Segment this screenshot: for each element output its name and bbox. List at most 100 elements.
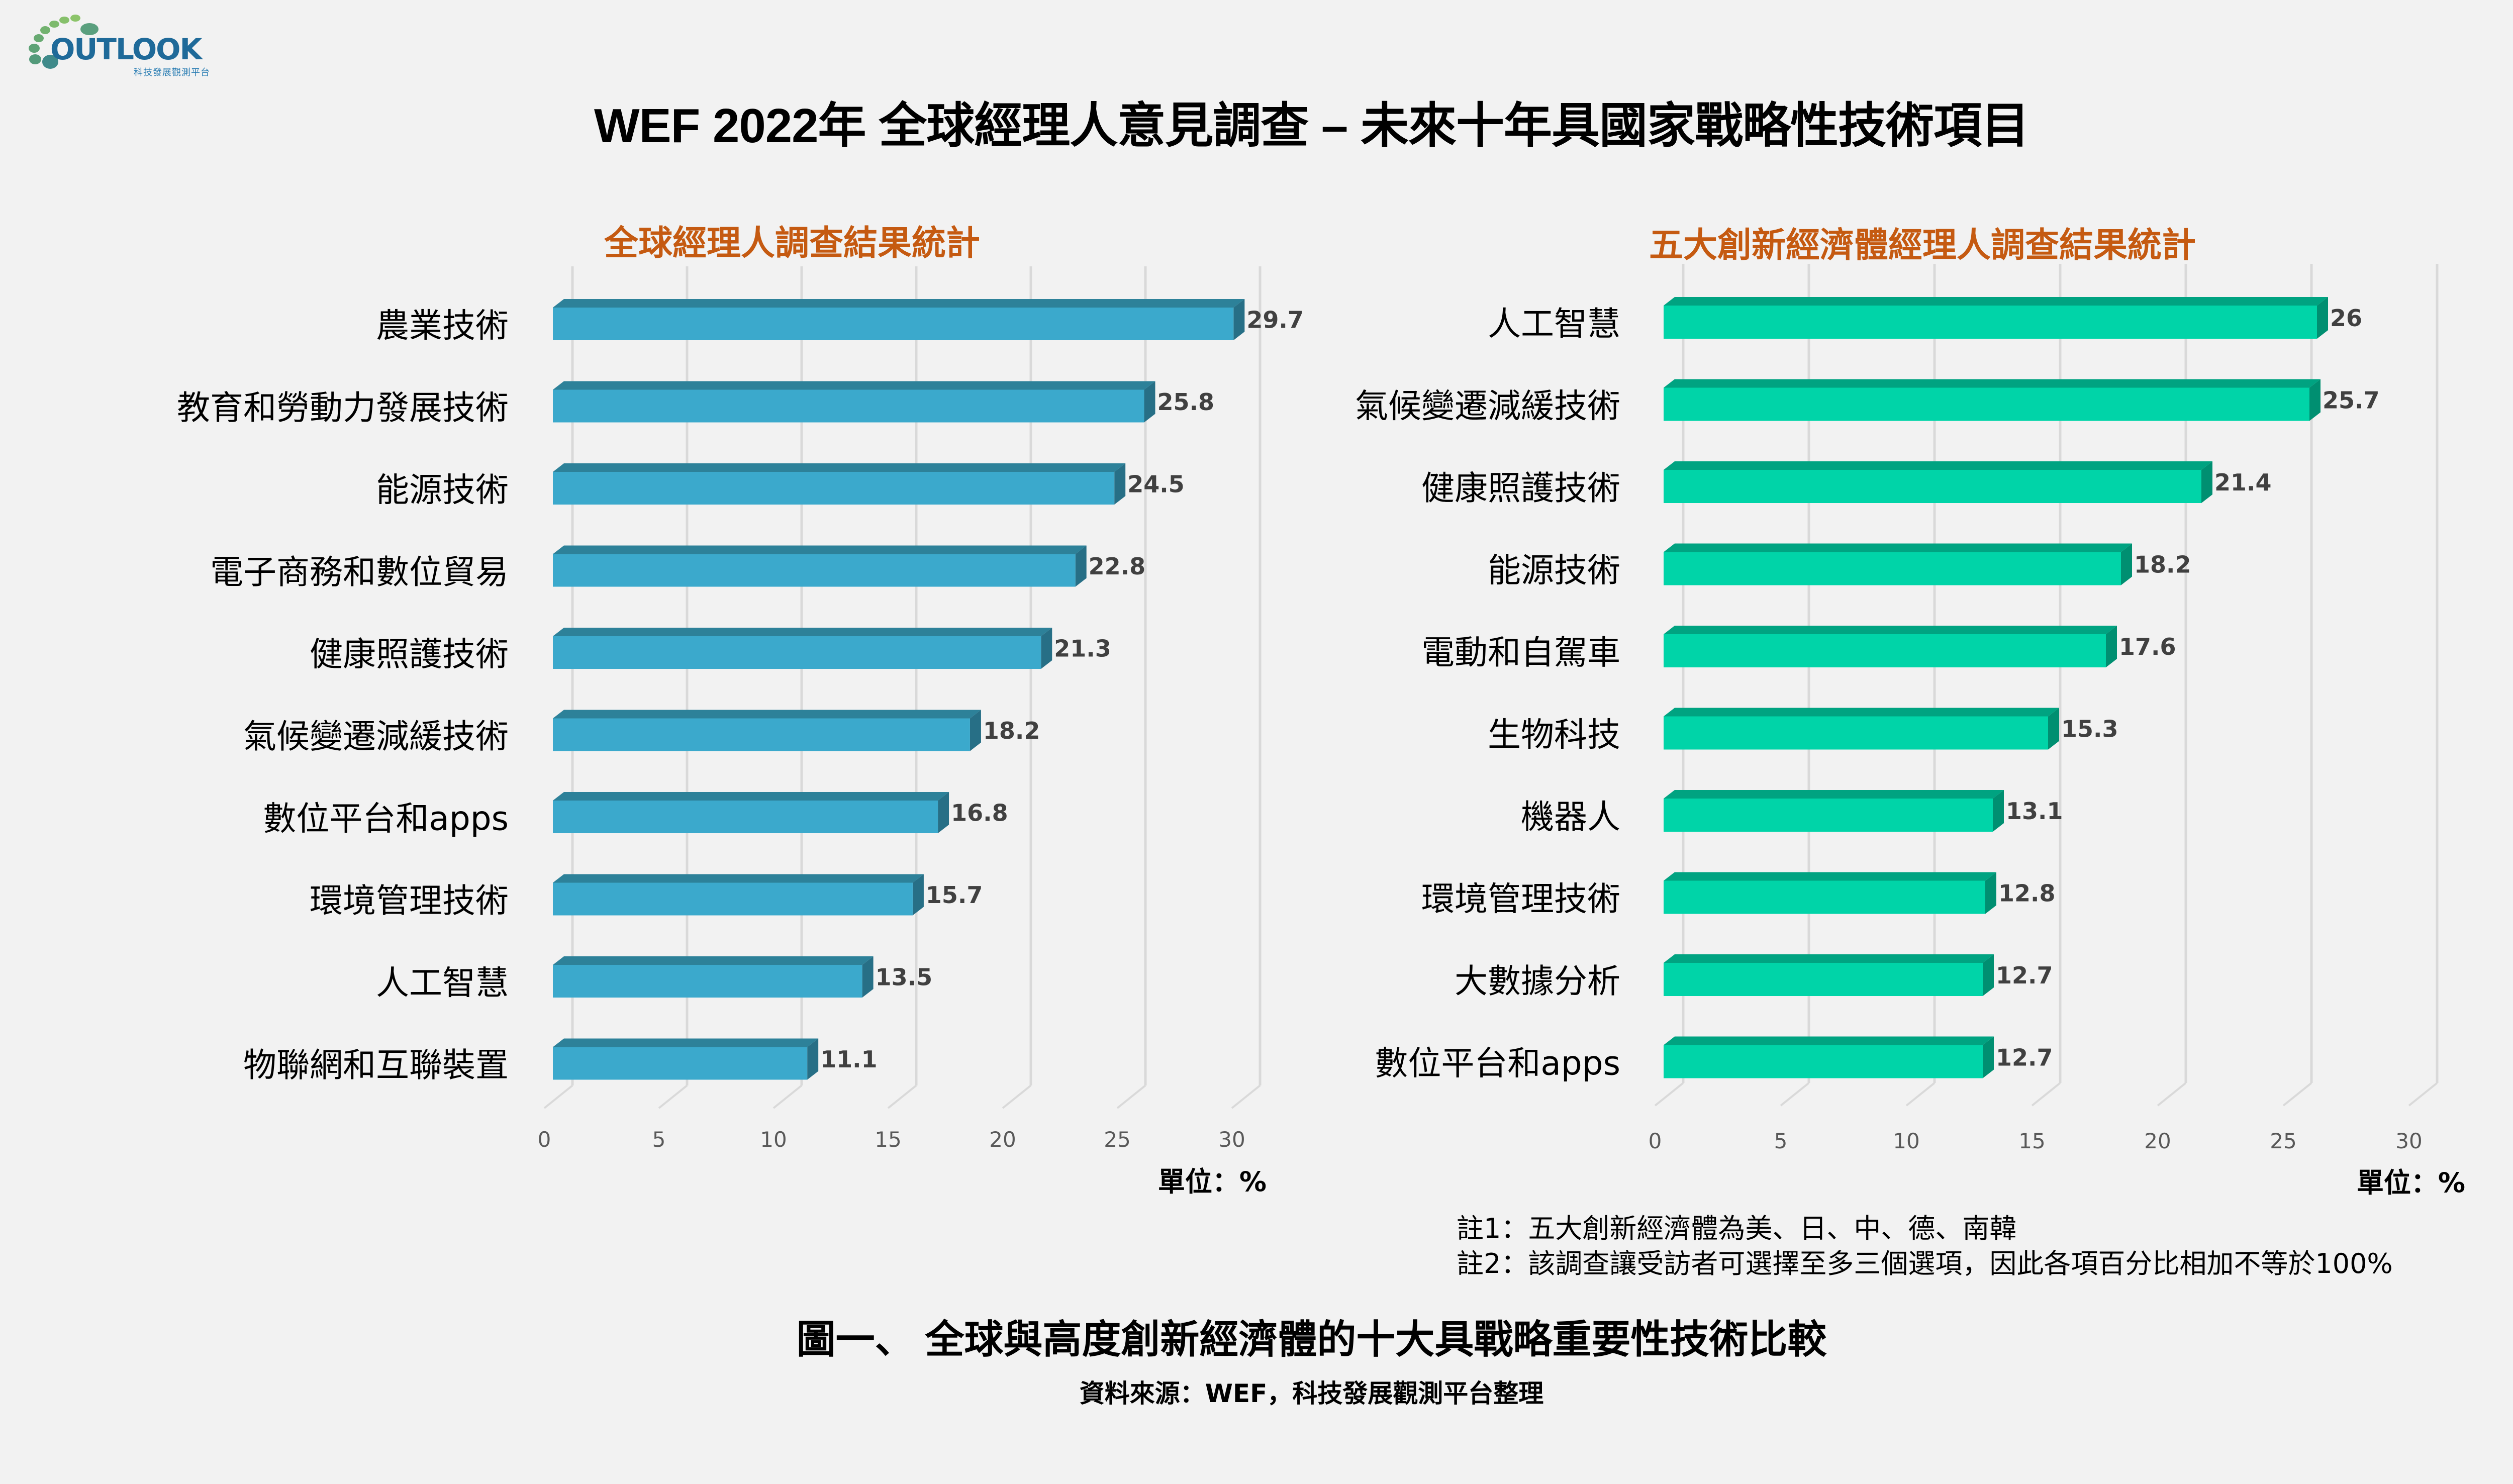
- bar-front-face: [553, 882, 913, 916]
- bar-front-face: [553, 965, 862, 998]
- category-label: 氣候變遷減緩技術: [1355, 387, 1620, 426]
- bar: [553, 792, 949, 833]
- data-label: 18.2: [2134, 551, 2191, 578]
- bar-side-face: [1075, 545, 1087, 587]
- data-label: 25.8: [1157, 388, 1214, 416]
- bar: [553, 381, 1155, 423]
- bar: [1664, 790, 2004, 832]
- gridline-floor: [1116, 1084, 1146, 1109]
- page-title: WEF 2022年 全球經理人意見調查 – 未來十年具國家戰略性技術項目: [594, 99, 2029, 153]
- left-bar-chart: 0 5 10 15 20 25 30 29.7 農業技術 25.8 教育和勞動力發展技術 24.5 能源…: [177, 266, 1304, 1198]
- figure-caption: 圖一、 全球與高度創新經濟體的十大具戰略重要性技術比較: [796, 1317, 1827, 1361]
- data-label: 18.2: [983, 717, 1040, 744]
- gridline-floor: [658, 1084, 688, 1109]
- bar: [1664, 461, 2212, 503]
- bar-top-face: [553, 956, 874, 965]
- data-label: 16.8: [951, 800, 1008, 827]
- x-tick-label: 5: [1774, 1129, 1788, 1153]
- category-label: 能源技術: [1488, 551, 1620, 590]
- bar: [553, 874, 924, 916]
- x-tick-label: 25: [2270, 1129, 2296, 1153]
- bar-top-face: [1664, 379, 2321, 388]
- bar-side-face: [862, 956, 874, 998]
- x-tick-label: 20: [989, 1127, 1016, 1152]
- data-label: 25.7: [2323, 387, 2380, 414]
- data-label: 12.8: [1998, 880, 2056, 907]
- bar-front-face: [1664, 470, 2201, 503]
- footnote-2: 註2：該調查讓受訪者可選擇至多三個選項，因此各項百分比相加不等於100%: [1457, 1248, 2393, 1279]
- bar-top-face: [553, 874, 924, 883]
- category-label: 電動和自駕車: [1421, 633, 1620, 672]
- bar: [553, 628, 1052, 669]
- bar-top-face: [553, 545, 1087, 554]
- bar: [553, 956, 874, 998]
- x-tick-label: 10: [1893, 1129, 1919, 1153]
- gridline-floor: [1905, 1082, 1936, 1107]
- bar-top-face: [553, 299, 1245, 308]
- bar-top-face: [553, 628, 1052, 636]
- bar-front-face: [553, 636, 1041, 669]
- bar-side-face: [1985, 872, 1996, 914]
- bar-side-face: [912, 874, 924, 916]
- bar: [1664, 708, 2059, 750]
- bar: [553, 299, 1245, 340]
- data-label: 22.8: [1089, 553, 1146, 580]
- gridline-floor: [887, 1084, 917, 1109]
- bar-top-face: [1664, 790, 2004, 799]
- category-label: 大數據分析: [1455, 962, 1620, 1001]
- bar-top-face: [1664, 461, 2212, 470]
- bar-side-face: [2121, 543, 2132, 585]
- gridline-floor: [1654, 1082, 1684, 1107]
- bar-top-face: [553, 710, 981, 719]
- data-label: 11.1: [820, 1046, 878, 1073]
- bar-top-face: [1664, 543, 2132, 552]
- bar: [553, 463, 1126, 505]
- gridline-floor: [2031, 1082, 2061, 1107]
- data-label: 13.1: [2006, 798, 2063, 825]
- unit-label: 單位：%: [2357, 1167, 2465, 1199]
- right-chart-title: 五大創新經濟體經理人調查結果統計: [1649, 226, 2196, 264]
- bar-front-face: [1664, 799, 1993, 832]
- gridline-floor: [1002, 1084, 1032, 1109]
- bar-top-face: [553, 792, 949, 801]
- bar-side-face: [1983, 1036, 1994, 1078]
- data-label: 26: [2330, 305, 2362, 332]
- logo-text: OUTLOOK: [50, 32, 202, 66]
- bar: [553, 545, 1087, 587]
- x-tick-label: 25: [1104, 1127, 1130, 1152]
- data-label: 15.3: [2061, 716, 2118, 743]
- gridline-floor: [2157, 1082, 2187, 1107]
- bar-side-face: [2317, 297, 2328, 339]
- data-source: 資料來源：WEF，科技發展觀測平台整理: [1079, 1379, 1544, 1408]
- x-tick-label: 5: [652, 1127, 666, 1152]
- data-label: 21.3: [1054, 635, 1111, 662]
- bar-top-face: [1664, 708, 2059, 717]
- category-label: 健康照護技術: [1421, 469, 1620, 508]
- right-bar-chart: 0 5 10 15 20 25 30 26 人工智慧 25.7 氣候變遷減緩技術 21.4 健康照護技術…: [1355, 264, 2465, 1199]
- bar: [1664, 543, 2132, 585]
- bar-front-face: [553, 308, 1234, 340]
- gridline-floor: [1231, 1084, 1261, 1109]
- x-tick-label: 30: [2395, 1129, 2422, 1153]
- x-tick-label: 30: [1218, 1127, 1245, 1152]
- category-label: 環境管理技術: [1421, 880, 1620, 919]
- bar-top-face: [1664, 626, 2117, 634]
- footnote-1: 註1：五大創新經濟體為美、日、中、德、南韓: [1457, 1213, 2017, 1244]
- category-label: 環境管理技術: [310, 881, 509, 920]
- bar-top-face: [1664, 1036, 1994, 1045]
- data-label: 12.7: [1996, 962, 2053, 989]
- category-label: 農業技術: [376, 307, 509, 345]
- data-label: 15.7: [926, 881, 983, 909]
- bar-front-face: [553, 389, 1144, 423]
- bar: [1664, 626, 2117, 667]
- x-tick-label: 15: [875, 1127, 901, 1152]
- unit-label: 單位：%: [1158, 1166, 1267, 1198]
- bar-side-face: [1993, 790, 2004, 832]
- bar: [553, 710, 981, 751]
- bar: [1664, 297, 2328, 339]
- bar-top-face: [1664, 954, 1994, 963]
- bar-side-face: [1983, 954, 1994, 996]
- bar-top-face: [1664, 872, 1996, 881]
- x-tick-label: 15: [2018, 1129, 2045, 1153]
- category-label: 數位平台和apps: [1375, 1044, 1620, 1083]
